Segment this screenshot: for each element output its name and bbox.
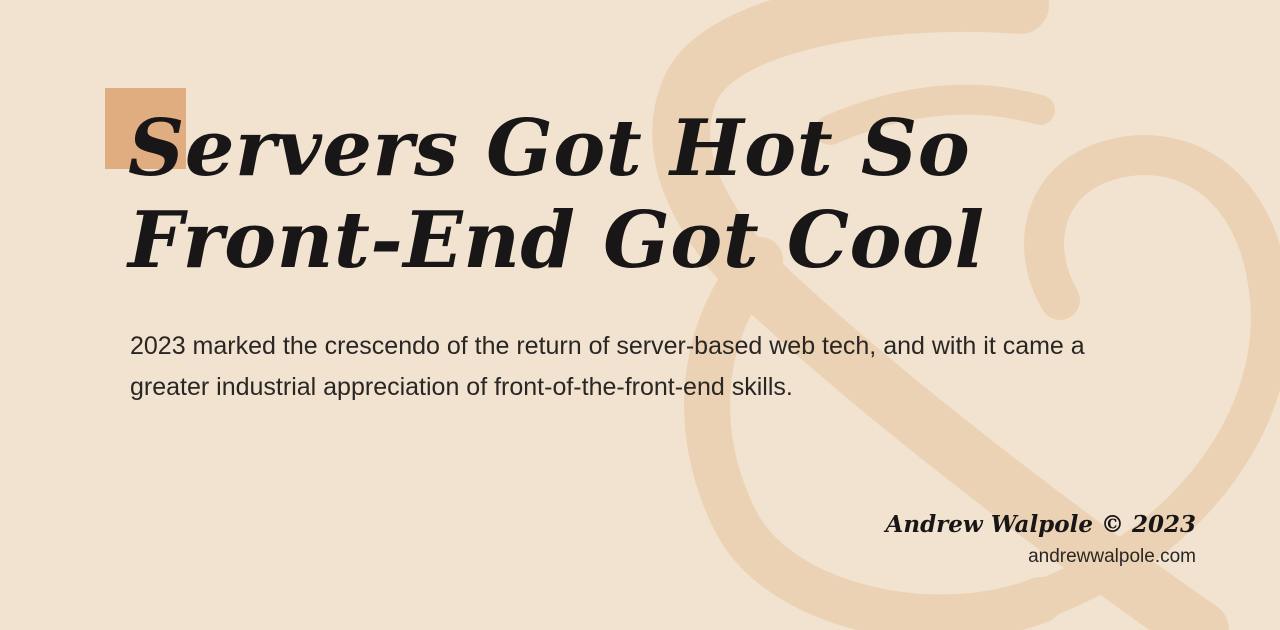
- page-title: Servers Got Hot So Front-End Got Cool: [128, 103, 1048, 287]
- title-line-1: Servers Got Hot So: [128, 103, 971, 194]
- ampersand-ornament-icon: [652, 0, 1280, 630]
- credit-site-link[interactable]: andrewwalpole.com: [1028, 546, 1196, 567]
- credit-block: Andrew Walpole © 2023 andrewwalpole.com: [886, 508, 1197, 572]
- accent-square-icon: [105, 88, 186, 169]
- credit-author: Andrew Walpole © 2023: [885, 511, 1197, 538]
- title-line-2: Front-End Got Cool: [128, 195, 985, 286]
- lede-text: 2023 marked the crescendo of the return …: [130, 332, 1085, 401]
